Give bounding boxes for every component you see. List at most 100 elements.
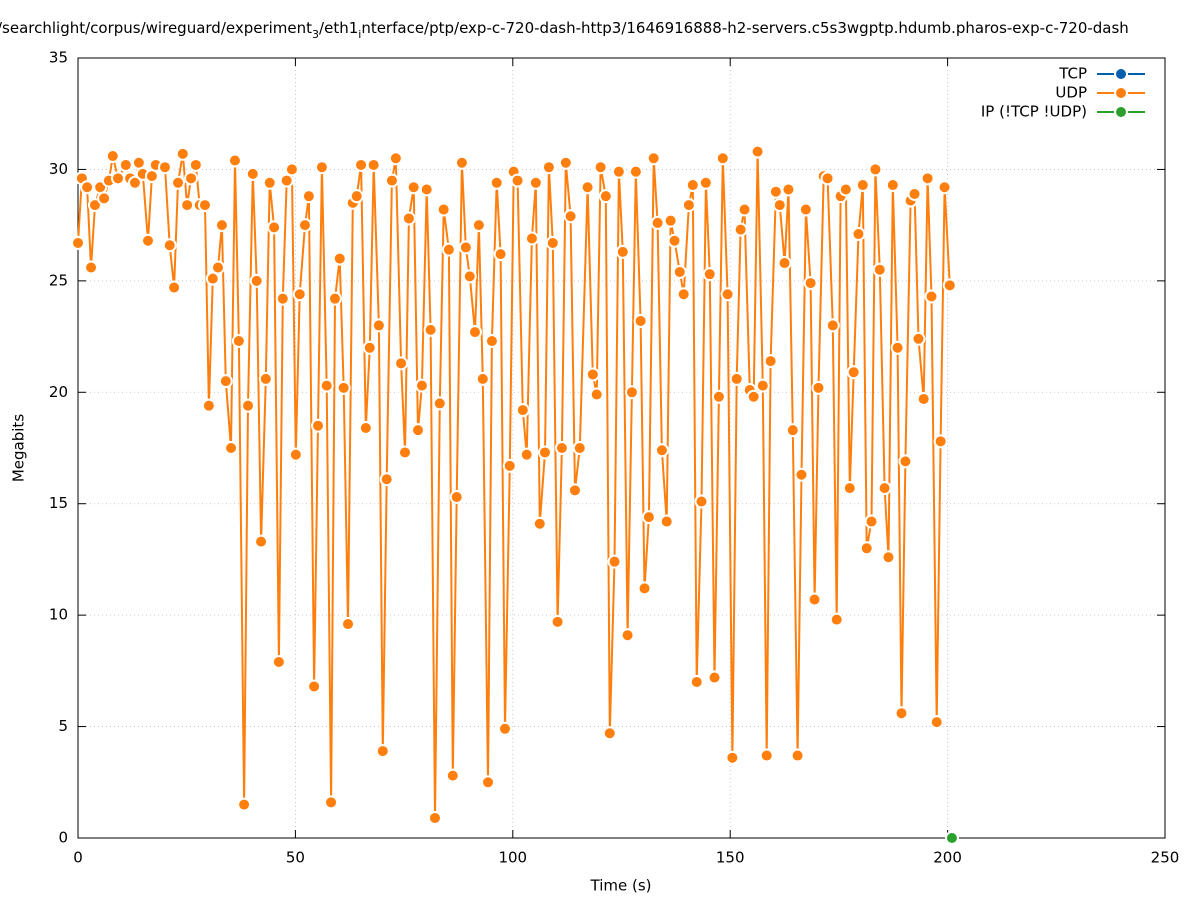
data-point	[715, 151, 730, 166]
data-point	[790, 748, 805, 763]
data-point	[593, 160, 608, 175]
data-point	[307, 679, 322, 694]
data-point	[414, 378, 429, 393]
x-tick-label: 0	[73, 849, 83, 867]
data-point	[475, 371, 490, 386]
data-point	[454, 155, 469, 170]
data-point	[572, 441, 587, 455]
data-point	[924, 289, 939, 304]
x-tick-label: 100	[498, 849, 527, 867]
data-point	[672, 264, 687, 279]
data-point	[868, 162, 883, 177]
title-part: i	[358, 28, 361, 41]
data-point	[267, 220, 282, 235]
data-point	[781, 182, 796, 197]
data-point	[872, 262, 887, 277]
data-point	[702, 267, 717, 282]
title-part: /searchlight/corpus/wireguard/experiment	[0, 19, 312, 37]
data-point	[127, 175, 142, 190]
data-point	[916, 391, 931, 406]
data-point	[755, 378, 770, 393]
data-point	[519, 447, 534, 462]
data-point	[167, 280, 182, 295]
data-point	[641, 510, 656, 525]
data-point	[667, 233, 682, 248]
data-point	[237, 797, 252, 812]
data-point	[231, 334, 246, 349]
chart-title: /searchlight/corpus/wireguard/experiment…	[0, 19, 1129, 41]
data-point	[733, 222, 748, 237]
x-tick-label: 200	[933, 849, 962, 867]
data-point	[388, 151, 403, 166]
data-point	[838, 182, 853, 197]
data-point	[111, 171, 126, 186]
data-point	[558, 155, 573, 170]
data-point	[362, 340, 377, 355]
data-point	[554, 441, 569, 455]
data-point	[890, 340, 905, 355]
data-point	[271, 654, 286, 669]
data-point	[97, 191, 112, 206]
data-point	[87, 198, 102, 213]
data-point	[524, 231, 539, 246]
data-point	[375, 744, 390, 759]
data-point	[201, 398, 216, 413]
data-point	[663, 213, 678, 228]
data-point	[241, 398, 256, 413]
data-point	[224, 441, 239, 455]
data-point	[249, 273, 264, 288]
data-point	[358, 420, 373, 435]
plot-border	[77, 57, 1166, 839]
data-point	[489, 175, 504, 190]
data-point	[537, 445, 552, 460]
data-point	[944, 831, 959, 845]
title-part: 3	[312, 28, 319, 41]
data-point	[162, 238, 177, 253]
data-point	[637, 581, 652, 596]
data-point	[720, 287, 735, 302]
data-point	[141, 233, 156, 248]
data-point	[620, 628, 635, 643]
data-point	[218, 374, 233, 389]
data-point	[907, 186, 922, 201]
data-point	[681, 198, 696, 213]
data-point	[180, 198, 195, 213]
data-point	[184, 171, 199, 186]
data-point	[768, 184, 783, 199]
data-point	[772, 198, 787, 213]
data-point	[214, 218, 229, 233]
legend-marker	[1114, 86, 1128, 100]
data-point	[937, 180, 952, 195]
data-point	[545, 235, 560, 250]
legend-label: UDP	[1055, 84, 1087, 102]
data-point	[292, 287, 307, 302]
x-axis-label: Time (s)	[590, 877, 652, 895]
x-tick-label: 50	[286, 849, 305, 867]
data-point	[541, 160, 556, 175]
data-point	[157, 160, 172, 175]
data-point	[341, 617, 356, 632]
data-point	[881, 550, 896, 565]
data-point	[659, 514, 674, 529]
data-point	[598, 189, 613, 204]
y-tick-label: 0	[58, 829, 68, 847]
data-point	[432, 396, 447, 411]
data-point	[859, 541, 874, 556]
data-point	[877, 481, 892, 496]
data-point	[820, 171, 835, 186]
data-point	[366, 157, 381, 172]
data-point	[467, 325, 482, 340]
data-point	[567, 483, 582, 498]
data-point	[777, 256, 792, 271]
title-part: /eth1	[319, 19, 358, 37]
data-point	[750, 144, 765, 159]
data-point	[711, 389, 726, 404]
y-tick-label: 15	[49, 494, 68, 512]
data-point	[384, 173, 399, 188]
data-point	[646, 151, 661, 166]
data-point	[737, 202, 752, 217]
data-point	[401, 211, 416, 226]
legend-label: IP (!TCP !UDP)	[981, 103, 1087, 121]
data-point	[615, 244, 630, 259]
data-point	[933, 434, 948, 449]
